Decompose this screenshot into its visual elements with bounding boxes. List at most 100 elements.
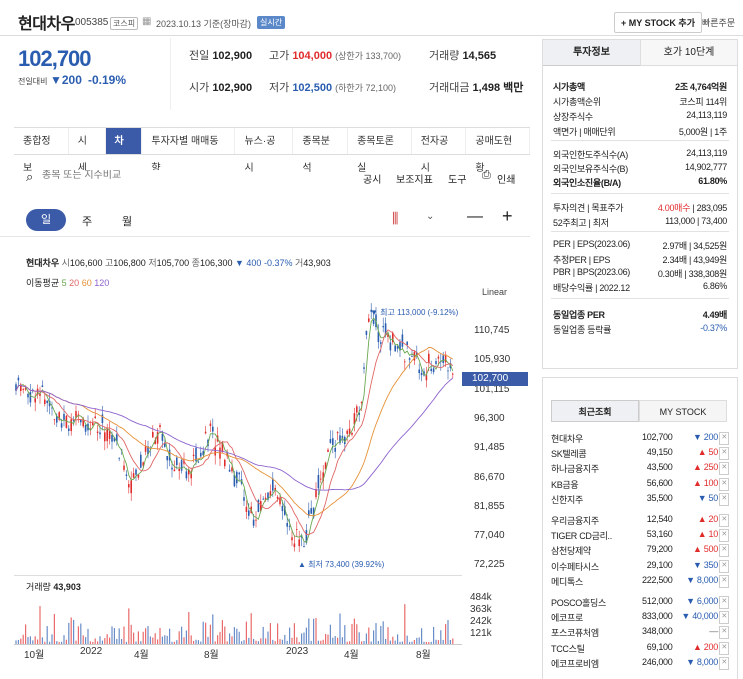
add-mystock-button[interactable]: + MY STOCK 추가	[614, 12, 702, 33]
recent-item[interactable]: TCC스틸 69,100 ▲ 200 ✕	[551, 641, 729, 655]
close-icon[interactable]: ✕	[719, 432, 729, 445]
volume-bar	[32, 640, 34, 644]
volume-bar	[445, 624, 447, 644]
scale-select[interactable]: Linear	[482, 287, 508, 297]
invest-row: 추정PER | EPS 2.34배 | 43,949원	[553, 253, 727, 266]
tab-mystock[interactable]: MY STOCK	[639, 400, 727, 422]
recent-item[interactable]: 삼천당제약 79,200 ▲ 500 ✕	[551, 544, 729, 558]
volume-bar	[325, 634, 327, 644]
candle	[315, 489, 317, 498]
quick-order-button[interactable]: 빠른주문	[702, 18, 736, 28]
recent-item[interactable]: SK텔레콤 49,150 ▲ 50 ✕	[551, 447, 729, 461]
close-icon[interactable]: ✕	[719, 529, 729, 543]
recent-item[interactable]: 신한지주 35,500 ▼ 50 ✕	[551, 492, 729, 506]
close-icon[interactable]: ✕	[719, 574, 729, 588]
price-chart[interactable]	[14, 296, 462, 644]
stock-code: 005385	[75, 17, 109, 28]
tab-news[interactable]: 뉴스·공시	[235, 128, 294, 174]
compare-search-input[interactable]	[42, 170, 242, 181]
recent-item[interactable]: 에코프로 833,000 ▼ 40,000 ✕	[551, 611, 729, 625]
tools-button[interactable]: 도구	[448, 175, 467, 186]
tab-shortsell[interactable]: 공매도현황	[466, 128, 531, 174]
close-icon[interactable]: ✕	[719, 596, 729, 609]
volume-tick: 242k	[470, 616, 492, 627]
recent-item[interactable]: 하나금융지주 43,500 ▲ 250 ✕	[551, 462, 729, 476]
candle	[382, 326, 384, 328]
tab-invest-info[interactable]: 투자정보	[543, 40, 640, 66]
tab-summary[interactable]: 종합정보	[14, 128, 69, 174]
recent-price: 246,000	[642, 656, 673, 667]
recent-item[interactable]: 에코프로비엠 246,000 ▼ 8,000 ✕	[551, 656, 729, 670]
candle	[425, 374, 428, 381]
tab-recent[interactable]: 최근조회	[551, 400, 639, 422]
recent-item[interactable]: KB금융 56,600 ▲ 100 ✕	[551, 477, 729, 491]
volume-bar	[449, 639, 451, 644]
x-tick: 8월	[416, 650, 431, 661]
close-icon[interactable]: ✕	[719, 656, 729, 670]
zoom-out-icon[interactable]: —	[467, 208, 483, 225]
close-icon[interactable]: ✕	[719, 462, 729, 476]
candle	[60, 423, 63, 428]
recent-change: ▼ 350	[693, 559, 718, 570]
tab-disclosure[interactable]: 전자공시	[412, 128, 467, 174]
close-icon[interactable]: ✕	[719, 492, 729, 506]
candle	[142, 462, 144, 466]
volume-bar	[442, 639, 444, 644]
zoom-in-icon[interactable]: +	[502, 206, 513, 226]
print-icon[interactable]: ⎙	[482, 169, 491, 181]
volume-bar	[17, 639, 19, 644]
tab-chart[interactable]: 차트	[105, 128, 143, 174]
realtime-badge[interactable]: 실시간	[257, 16, 286, 29]
period-month-button[interactable]: 월	[122, 216, 133, 228]
recent-item[interactable]: 우리금융지주 12,540 ▲ 20 ✕	[551, 514, 729, 527]
recent-item[interactable]: 현대차우 102,700 ▼ 200 ✕	[551, 432, 729, 445]
candle	[94, 416, 96, 419]
candle	[63, 413, 65, 420]
close-icon[interactable]: ✕	[719, 544, 729, 558]
high-label: 고가	[269, 50, 290, 62]
tab-analysis[interactable]: 종목분석	[293, 128, 349, 174]
recent-item[interactable]: 포스코퓨처엠 348,000 — ✕	[551, 626, 729, 640]
recent-item[interactable]: 이수페타시스 29,100 ▼ 350 ✕	[551, 559, 729, 573]
tab-discussion[interactable]: 종목토론실	[348, 128, 412, 174]
volume-bar	[397, 634, 399, 644]
candle-type-icon[interactable]: ⫼	[392, 210, 399, 226]
tab-price[interactable]: 시세	[69, 128, 106, 174]
recent-item[interactable]: TIGER CD금리.. 53,160 ▲ 10 ✕	[551, 529, 729, 543]
period-day-button[interactable]: 일	[26, 209, 66, 231]
volume-bar	[154, 633, 156, 644]
close-icon[interactable]: ✕	[719, 559, 729, 573]
close-icon[interactable]: ✕	[719, 447, 729, 461]
recent-change: ▲ 100	[693, 477, 718, 488]
volume-bar	[344, 625, 346, 644]
close-icon[interactable]: ✕	[719, 641, 729, 655]
invest-label: 액면가 | 매매단위	[553, 127, 616, 137]
volume-bar	[435, 639, 437, 644]
volume-bar	[423, 641, 425, 644]
recent-price: 35,500	[646, 492, 673, 503]
close-icon[interactable]: ✕	[719, 611, 729, 625]
tab-investor[interactable]: 투자자별 매매동향	[142, 128, 236, 174]
recent-item[interactable]: 메디톡스 222,500 ▼ 8,000 ✕	[551, 574, 729, 588]
volume-bar	[202, 621, 204, 644]
volume-bar	[406, 635, 408, 644]
min-marker: ▲ 최저 73,400 (39.92%)	[298, 560, 385, 569]
print-button[interactable]: 인쇄	[497, 175, 516, 186]
notice-button[interactable]: 공시	[363, 175, 382, 186]
candle	[171, 467, 173, 470]
chevron-down-icon[interactable]: ⌄	[426, 211, 435, 222]
candle	[322, 472, 324, 482]
indicator-button[interactable]: 보조지표	[396, 175, 433, 186]
candle	[356, 406, 358, 413]
close-icon[interactable]: ✕	[719, 514, 729, 527]
candle	[200, 452, 202, 457]
invest-label: 외국인보유주식수(B)	[553, 164, 628, 174]
header-bar	[0, 0, 743, 36]
close-icon[interactable]: ✕	[719, 477, 729, 491]
volume-bar	[195, 639, 197, 644]
tab-order-book[interactable]: 호가 10단계	[640, 40, 737, 66]
recent-item[interactable]: POSCO홀딩스 512,000 ▼ 6,000 ✕	[551, 596, 729, 609]
close-icon[interactable]: ✕	[719, 626, 729, 640]
candle	[418, 369, 420, 374]
period-week-button[interactable]: 주	[82, 216, 93, 228]
